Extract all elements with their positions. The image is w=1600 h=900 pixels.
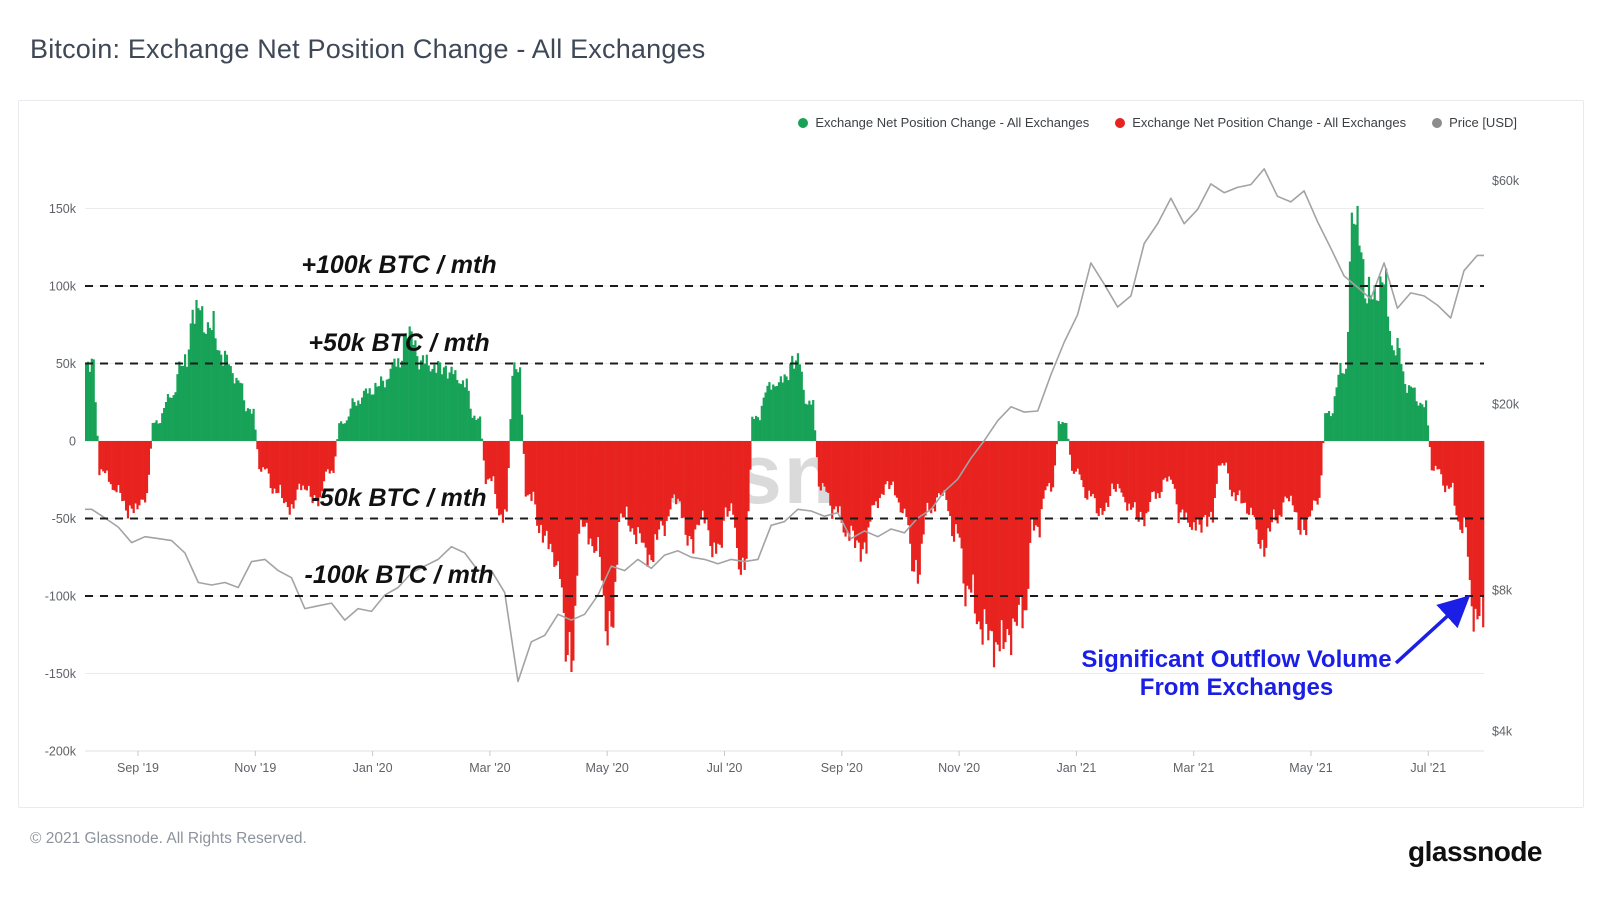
svg-text:-150k: -150k	[45, 667, 77, 681]
gray-dot-icon	[1432, 117, 1443, 128]
legend-label: Exchange Net Position Change - All Excha…	[815, 115, 1090, 130]
svg-text:Sep '20: Sep '20	[821, 761, 863, 775]
svg-text:Mar '20: Mar '20	[469, 761, 510, 775]
legend-item-outflow[interactable]: Exchange Net Position Change - All Excha…	[1115, 115, 1406, 130]
reference-line-label: -50k BTC / mth	[311, 483, 487, 512]
legend-item-price[interactable]: Price [USD]	[1432, 115, 1517, 130]
svg-text:Mar '21: Mar '21	[1173, 761, 1214, 775]
red-dot-icon	[1115, 117, 1126, 128]
legend-label: Price [USD]	[1449, 115, 1517, 130]
svg-text:-50k: -50k	[52, 512, 77, 526]
svg-text:-200k: -200k	[45, 745, 77, 759]
reference-line-label: -100k BTC / mth	[304, 561, 494, 589]
green-dot-icon	[798, 117, 809, 128]
svg-text:-100k: -100k	[45, 590, 77, 604]
svg-text:$4k: $4k	[1492, 724, 1513, 738]
outflow-callout: Significant Outflow Volume From Exchange…	[1039, 646, 1434, 702]
callout-arrow-icon	[1394, 595, 1471, 665]
svg-text:May '20: May '20	[586, 761, 629, 775]
svg-text:Jan '20: Jan '20	[353, 761, 393, 775]
callout-line2: From Exchanges	[1139, 674, 1334, 701]
svg-text:Nov '20: Nov '20	[938, 761, 980, 775]
axis-labels: 150k 100k 50k 0 -50k -100k -150k -200k $60k $20k $…	[45, 174, 1520, 775]
chart-legend: Exchange Net Position Change - All Excha…	[798, 115, 1517, 130]
svg-text:0: 0	[69, 435, 76, 449]
svg-text:Jul '21: Jul '21	[1410, 761, 1446, 775]
svg-text:150k: 150k	[49, 202, 77, 216]
copyright-text: © 2021 Glassnode. All Rights Reserved.	[30, 830, 307, 847]
page-title: Bitcoin: Exchange Net Position Change - …	[30, 34, 706, 64]
svg-text:Jan '21: Jan '21	[1056, 761, 1096, 775]
legend-label: Exchange Net Position Change - All Excha…	[1132, 115, 1407, 130]
svg-text:May '21: May '21	[1289, 761, 1332, 775]
reference-line-label: +100k BTC / mth	[301, 251, 497, 279]
glassnode-logo: glassnode	[1408, 836, 1542, 867]
chart-card: glassnode Exchange Net Position Change -…	[18, 100, 1584, 808]
bar-series	[85, 205, 1485, 672]
svg-text:Nov '19: Nov '19	[234, 761, 276, 775]
legend-item-inflow[interactable]: Exchange Net Position Change - All Excha…	[798, 115, 1089, 130]
svg-text:50k: 50k	[56, 357, 77, 371]
svg-text:100k: 100k	[49, 280, 77, 294]
callout-line1: Significant Outflow Volume	[1081, 646, 1392, 673]
svg-text:Jul '20: Jul '20	[707, 761, 743, 775]
reference-line-label: +50k BTC / mth	[308, 328, 490, 357]
svg-text:$60k: $60k	[1492, 174, 1520, 188]
svg-text:Sep '19: Sep '19	[117, 761, 159, 775]
price-line	[85, 168, 1484, 683]
svg-text:$20k: $20k	[1492, 397, 1520, 411]
net-position-change-chart[interactable]: 150k 100k 50k 0 -50k -100k -150k -200k $60k $20k $…	[19, 101, 1583, 807]
svg-text:$8k: $8k	[1492, 584, 1513, 598]
